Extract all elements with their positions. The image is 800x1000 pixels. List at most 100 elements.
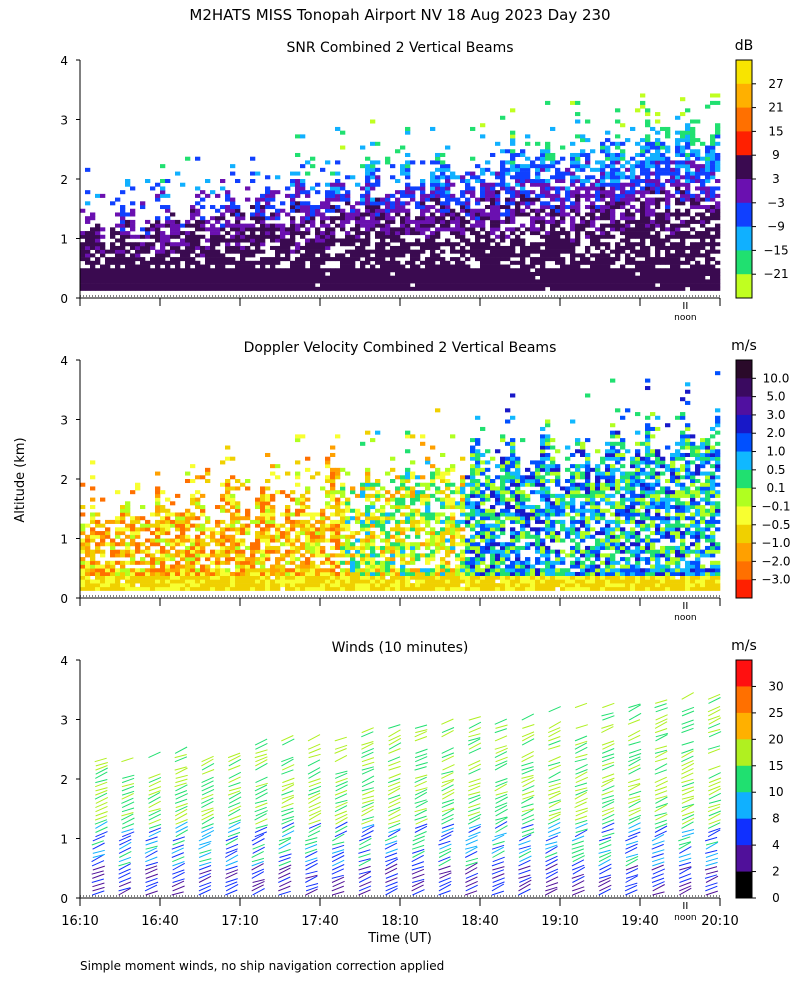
data-cell (590, 186, 596, 191)
data-cell (625, 271, 631, 276)
data-cell (230, 275, 236, 280)
data-cell (700, 171, 706, 176)
data-cell (420, 268, 426, 273)
data-cell (625, 182, 631, 187)
data-cell (390, 512, 396, 517)
data-cell (350, 557, 356, 562)
data-cell (510, 175, 516, 180)
data-cell (470, 538, 476, 543)
data-cell (370, 534, 376, 539)
data-cell (260, 568, 266, 573)
data-cell (570, 253, 576, 258)
data-cell (550, 212, 556, 217)
data-cell (150, 223, 156, 228)
data-cell (215, 583, 221, 588)
data-cell (195, 557, 201, 562)
data-cell (130, 583, 136, 588)
data-cell (90, 216, 96, 221)
data-cell (655, 182, 661, 187)
data-cell (570, 260, 576, 265)
data-cell (235, 205, 241, 210)
data-cell (225, 575, 231, 580)
data-cell (510, 134, 516, 139)
data-cell (320, 586, 326, 591)
data-cell (650, 219, 656, 224)
data-cell (180, 557, 186, 562)
data-cell (615, 253, 621, 258)
data-cell (345, 519, 351, 524)
data-cell (140, 242, 146, 247)
data-cell (260, 193, 266, 198)
data-cell (640, 231, 646, 236)
y-tick-label: 0 (60, 292, 68, 306)
data-cell (450, 586, 456, 591)
data-cell (470, 471, 476, 476)
data-cell (485, 268, 491, 273)
data-cell (295, 564, 301, 569)
data-cell (170, 568, 176, 573)
data-cell (625, 227, 631, 232)
data-cell (690, 279, 696, 284)
data-cell (430, 219, 436, 224)
data-cell (590, 275, 596, 280)
data-cell (445, 279, 451, 284)
data-cell (280, 283, 286, 288)
data-cell (525, 193, 531, 198)
data-cell (315, 512, 321, 517)
data-cell (150, 560, 156, 565)
data-cell (535, 249, 541, 254)
data-cell (660, 186, 666, 191)
data-cell (310, 549, 316, 554)
data-cell (480, 123, 486, 128)
data-cell (400, 501, 406, 506)
data-cell (600, 260, 606, 265)
data-cell (490, 182, 496, 187)
data-cell (280, 227, 286, 232)
data-cell (475, 212, 481, 217)
data-cell (695, 152, 701, 157)
data-cell (375, 260, 381, 265)
data-cell (380, 519, 386, 524)
data-cell (520, 286, 526, 291)
data-cell (390, 286, 396, 291)
data-cell (480, 490, 486, 495)
data-cell (640, 93, 646, 98)
data-cell (680, 271, 686, 276)
data-cell (160, 560, 166, 565)
data-cell (620, 249, 626, 254)
data-cell (465, 493, 471, 498)
data-cell (330, 257, 336, 262)
data-cell (695, 234, 701, 239)
data-cell (80, 268, 86, 273)
colorbar-swatch (736, 179, 752, 204)
data-cell (290, 583, 296, 588)
data-cell (625, 260, 631, 265)
data-cell (390, 534, 396, 539)
data-cell (320, 516, 326, 521)
data-cell (370, 271, 376, 276)
data-cell (440, 182, 446, 187)
data-cell (355, 275, 361, 280)
data-cell (275, 527, 281, 532)
data-cell (415, 497, 421, 502)
data-cell (85, 231, 91, 236)
data-cell (315, 231, 321, 236)
data-cell (165, 268, 171, 273)
data-cell (655, 205, 661, 210)
data-cell (245, 508, 251, 513)
data-cell (625, 138, 631, 143)
data-cell (375, 275, 381, 280)
data-cell (225, 549, 231, 554)
data-cell (405, 579, 411, 584)
data-cell (650, 160, 656, 165)
data-cell (645, 119, 651, 124)
data-cell (550, 245, 556, 250)
data-cell (450, 505, 456, 510)
data-cell (610, 257, 616, 262)
data-cell (310, 531, 316, 536)
data-cell (710, 249, 716, 254)
data-cell (560, 283, 566, 288)
data-cell (165, 568, 171, 573)
data-cell (120, 234, 126, 239)
data-cell (120, 242, 126, 247)
